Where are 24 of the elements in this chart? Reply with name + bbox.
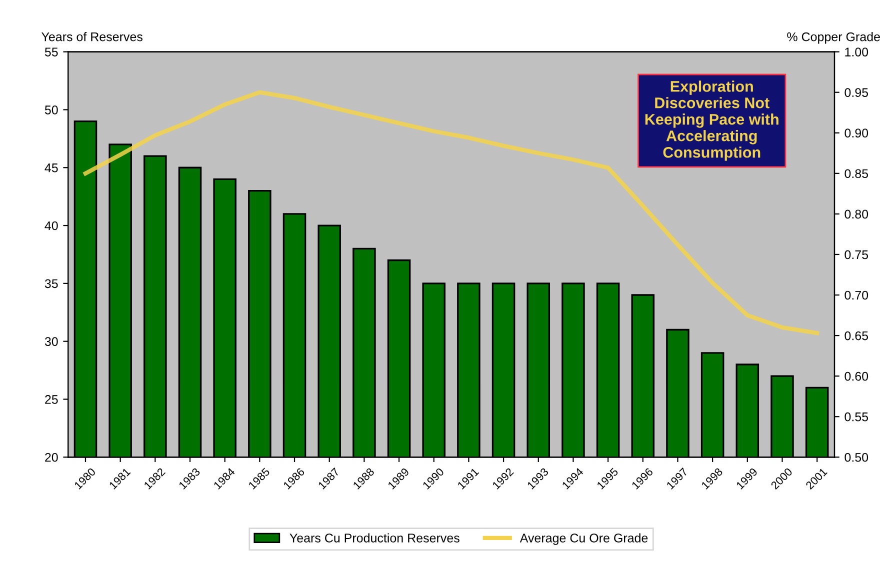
y-tick-label: 35 bbox=[44, 279, 58, 288]
y2-tick-label: 0.60 bbox=[844, 372, 868, 381]
legend-label: Years Cu Production Reserves bbox=[290, 533, 460, 542]
y2-tick-label: 0.55 bbox=[844, 412, 868, 422]
legend-label: Average Cu Ore Grade bbox=[520, 533, 648, 545]
y-tick-label: 55 bbox=[44, 48, 58, 56]
y2-tick-label: 0.85 bbox=[844, 169, 868, 178]
y2-tick-label: 0.80 bbox=[844, 210, 868, 219]
y-tick-label: 20 bbox=[45, 452, 58, 462]
y2-tick-label: 0.75 bbox=[844, 250, 868, 260]
y2-axis-title: % Copper Grade bbox=[787, 32, 880, 44]
y-tick-label: 45 bbox=[44, 164, 58, 172]
y2-tick-label: 1.00 bbox=[845, 48, 868, 56]
y-tick-label: 40 bbox=[44, 221, 58, 230]
annotation: Exploration Discoveries Not Keeping Pace with Accelerating Consumption bbox=[645, 80, 778, 161]
y2-tick-label: 0.95 bbox=[844, 88, 868, 97]
y-tick-label: 50 bbox=[44, 106, 58, 114]
y2-tick-label: 0.50 bbox=[844, 452, 868, 462]
y2-tick-label: 0.90 bbox=[844, 128, 868, 138]
y2-tick-label: 0.65 bbox=[844, 331, 868, 340]
y2-tick-label: 0.70 bbox=[844, 290, 868, 300]
y-tick-label: 30 bbox=[44, 337, 58, 346]
y-axis-title: Years of Reserves bbox=[42, 32, 142, 42]
y-tick-label: 25 bbox=[45, 395, 58, 404]
